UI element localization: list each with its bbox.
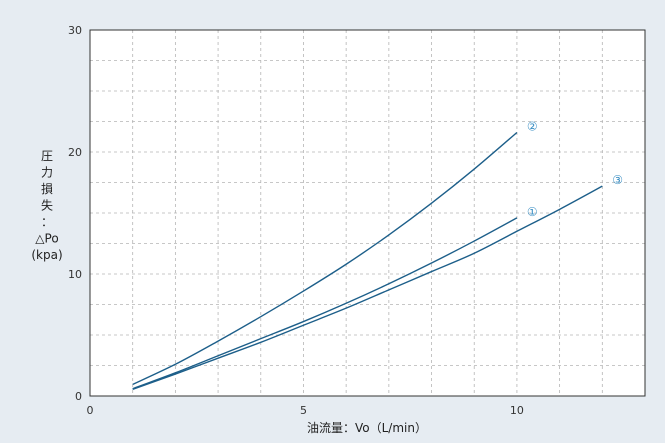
series-line bbox=[132, 185, 603, 390]
series-label: ① bbox=[527, 205, 538, 219]
y-axis-title-line: 損 bbox=[41, 181, 53, 196]
y-axis-title-line: (kpa) bbox=[31, 248, 62, 262]
x-tick-label: 10 bbox=[510, 404, 524, 417]
series-label: ② bbox=[527, 119, 538, 133]
x-tick-label: 0 bbox=[87, 404, 94, 417]
y-tick-label: 0 bbox=[75, 390, 82, 403]
tick-labels: 0 5 10 0 10 20 30 bbox=[68, 24, 524, 417]
y-tick-label: 30 bbox=[68, 24, 82, 37]
y-axis-title-line: ： bbox=[41, 215, 53, 229]
y-axis-title-line: 力 bbox=[41, 166, 53, 180]
y-axis-title-line: 失 bbox=[41, 198, 53, 213]
x-tick-label: 5 bbox=[300, 404, 307, 417]
y-axis-title-line: 圧 bbox=[41, 149, 53, 163]
y-axis-title-line: △Po bbox=[35, 232, 58, 246]
y-tick-label: 20 bbox=[68, 146, 82, 159]
series-line bbox=[132, 131, 518, 386]
grid-lines bbox=[90, 30, 645, 396]
y-tick-label: 10 bbox=[68, 268, 82, 281]
series-line bbox=[132, 217, 518, 390]
series-label: ③ bbox=[612, 173, 623, 187]
plot-border bbox=[89, 29, 646, 397]
series-layer: ① ② ③ bbox=[132, 119, 623, 390]
x-axis-title: 油流量：Vo（L/min） bbox=[307, 421, 427, 435]
